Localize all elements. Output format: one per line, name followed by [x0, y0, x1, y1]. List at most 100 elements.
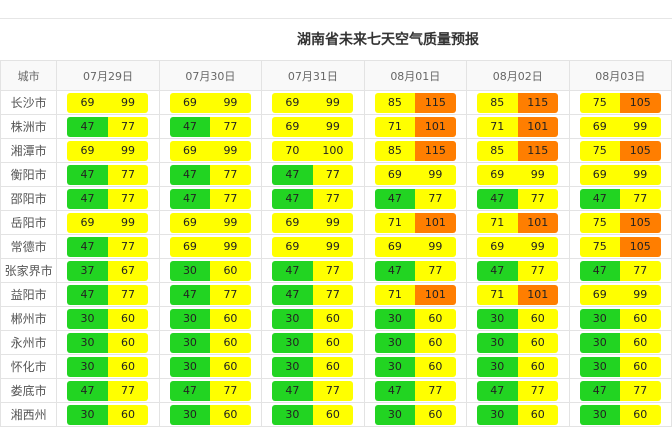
aqi-high-value: 105 [620, 236, 661, 257]
aqi-high-value: 101 [517, 212, 559, 233]
aqi-high-value: 60 [107, 356, 149, 377]
forecast-cell: 69 99 [56, 138, 160, 163]
aqi-high-value: 60 [210, 308, 251, 329]
aqi-high-value: 77 [210, 116, 251, 137]
city-name: 邵阳市 [0, 186, 58, 211]
aqi-low-value: 30 [67, 356, 108, 377]
aqi-high-value: 99 [107, 212, 149, 233]
aqi-low-value: 47 [169, 164, 211, 185]
aqi-range-badge: 47 77 [579, 188, 661, 209]
forecast-cell: 30 60 [568, 306, 672, 331]
aqi-high-value: 99 [107, 92, 149, 113]
aqi-high-value: 60 [107, 308, 149, 329]
forecast-cell: 75 105 [568, 90, 672, 115]
forecast-cell: 30 60 [568, 354, 672, 379]
aqi-low-value: 47 [272, 164, 313, 185]
aqi-high-value: 99 [312, 212, 354, 233]
forecast-cell: 47 77 [261, 162, 365, 187]
aqi-low-value: 30 [272, 404, 313, 425]
aqi-range-badge: 30 60 [169, 308, 251, 329]
aqi-high-value: 77 [107, 188, 149, 209]
aqi-high-value: 77 [312, 164, 354, 185]
aqi-high-value: 60 [312, 356, 354, 377]
aqi-range-badge: 30 60 [272, 332, 354, 353]
aqi-low-value: 47 [67, 188, 108, 209]
aqi-low-value: 71 [374, 116, 416, 137]
city-name: 衡阳市 [0, 162, 58, 187]
aqi-low-value: 30 [374, 308, 416, 329]
aqi-high-value: 60 [415, 308, 456, 329]
forecast-cell: 30 60 [158, 330, 263, 355]
forecast-cell: 47 77 [568, 186, 672, 211]
forecast-cell: 30 60 [56, 402, 160, 427]
forecast-cell: 47 77 [56, 378, 160, 403]
aqi-low-value: 71 [374, 212, 416, 233]
forecast-cell: 69 99 [56, 90, 160, 115]
aqi-low-value: 85 [374, 92, 416, 113]
aqi-range-badge: 30 60 [374, 356, 456, 377]
forecast-cell: 47 77 [56, 186, 160, 211]
aqi-low-value: 69 [67, 92, 108, 113]
air-quality-forecast-table: 城市 07月29日 07月30日 07月31日 08月01日 08月02日 08… [0, 60, 672, 427]
aqi-high-value: 60 [210, 404, 251, 425]
aqi-range-badge: 69 99 [67, 92, 149, 113]
aqi-low-value: 30 [374, 404, 416, 425]
aqi-low-value: 47 [272, 284, 313, 305]
forecast-cell: 30 60 [158, 258, 263, 283]
aqi-range-badge: 30 60 [477, 332, 559, 353]
aqi-range-badge: 71 101 [477, 116, 559, 137]
aqi-range-badge: 47 77 [67, 164, 149, 185]
aqi-range-badge: 69 99 [272, 92, 354, 113]
aqi-high-value: 101 [415, 116, 456, 137]
forecast-cell: 71 101 [466, 282, 570, 307]
table-row: 衡阳市 47 77 47 77 47 77 69 99 69 99 69 99 [0, 162, 672, 187]
forecast-cell: 69 99 [158, 234, 263, 259]
forecast-cell: 69 99 [261, 234, 365, 259]
aqi-range-badge: 47 77 [272, 188, 354, 209]
aqi-high-value: 101 [517, 116, 559, 137]
aqi-low-value: 69 [169, 92, 211, 113]
aqi-high-value: 60 [312, 332, 354, 353]
forecast-cell: 75 105 [568, 210, 672, 235]
aqi-low-value: 30 [579, 356, 620, 377]
forecast-cell: 47 77 [56, 234, 160, 259]
aqi-low-value: 47 [67, 284, 108, 305]
aqi-high-value: 101 [415, 284, 456, 305]
aqi-high-value: 99 [312, 116, 354, 137]
aqi-low-value: 71 [374, 284, 416, 305]
aqi-low-value: 47 [67, 380, 108, 401]
aqi-range-badge: 75 105 [579, 212, 661, 233]
table-row: 郴州市 30 60 30 60 30 60 30 60 30 60 30 60 [0, 306, 672, 331]
aqi-range-badge: 69 99 [374, 164, 456, 185]
column-header-date: 08月02日 [466, 60, 570, 91]
aqi-range-badge: 69 99 [579, 284, 661, 305]
aqi-range-badge: 71 101 [374, 212, 456, 233]
aqi-range-badge: 47 77 [67, 116, 149, 137]
aqi-high-value: 77 [210, 188, 251, 209]
forecast-cell: 47 77 [261, 282, 365, 307]
aqi-high-value: 99 [620, 164, 661, 185]
aqi-low-value: 85 [477, 92, 518, 113]
aqi-high-value: 101 [415, 212, 456, 233]
column-header-date: 07月30日 [158, 60, 263, 91]
forecast-cell: 70 100 [261, 138, 365, 163]
forecast-cell: 30 60 [466, 330, 570, 355]
aqi-high-value: 77 [415, 260, 456, 281]
aqi-low-value: 47 [374, 188, 416, 209]
aqi-range-badge: 30 60 [67, 332, 149, 353]
forecast-cell: 71 101 [466, 114, 570, 139]
aqi-range-badge: 47 77 [374, 380, 456, 401]
city-name: 湘潭市 [0, 138, 58, 163]
aqi-low-value: 75 [579, 212, 620, 233]
aqi-low-value: 30 [272, 332, 313, 353]
forecast-cell: 85 115 [466, 90, 570, 115]
table-row: 怀化市 30 60 30 60 30 60 30 60 30 60 30 60 [0, 354, 672, 379]
aqi-range-badge: 47 77 [272, 284, 354, 305]
forecast-cell: 47 77 [466, 378, 570, 403]
city-name: 湘西州 [0, 402, 58, 427]
aqi-high-value: 99 [620, 116, 661, 137]
aqi-low-value: 69 [374, 236, 416, 257]
aqi-high-value: 60 [312, 404, 354, 425]
forecast-cell: 30 60 [158, 402, 263, 427]
aqi-range-badge: 69 99 [169, 212, 251, 233]
